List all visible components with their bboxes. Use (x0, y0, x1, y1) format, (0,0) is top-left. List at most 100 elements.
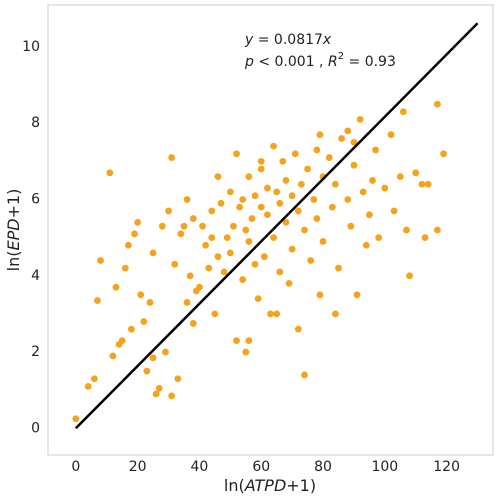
point (335, 264, 342, 272)
label-part: EPD (4, 218, 23, 250)
point (390, 207, 398, 215)
point (245, 173, 253, 181)
y-tick-label: 8 (31, 115, 40, 131)
point (233, 150, 240, 158)
x-tick-label: 20 (129, 459, 147, 475)
point (279, 157, 287, 165)
point (350, 138, 358, 146)
point (137, 291, 145, 299)
point (353, 291, 361, 299)
point (230, 222, 237, 230)
point (331, 180, 339, 188)
point (202, 241, 210, 249)
point (273, 188, 281, 196)
point (90, 375, 98, 383)
point (319, 238, 327, 245)
point (331, 310, 339, 318)
point (282, 177, 290, 184)
point (375, 234, 383, 242)
point (220, 268, 228, 276)
point (189, 320, 197, 327)
point (189, 215, 197, 222)
point (406, 272, 413, 280)
point (239, 276, 247, 283)
point (372, 146, 379, 154)
point (131, 230, 138, 238)
point (149, 354, 157, 362)
point (165, 207, 172, 215)
point (208, 207, 216, 215)
point (316, 291, 324, 299)
point (347, 222, 355, 230)
point (310, 196, 318, 203)
point (239, 196, 247, 203)
point (84, 382, 92, 390)
point (245, 238, 253, 245)
point (214, 173, 222, 181)
point (396, 173, 404, 181)
point (304, 165, 311, 173)
point (276, 199, 284, 207)
point (214, 253, 222, 261)
point (251, 260, 259, 268)
point (350, 161, 358, 169)
point (186, 272, 194, 280)
point (134, 218, 142, 226)
annotation-part: R (328, 54, 338, 70)
annotation-part: 2 (338, 51, 344, 62)
point (109, 352, 117, 360)
point (273, 310, 281, 318)
point (267, 310, 274, 318)
point (254, 295, 262, 303)
point (211, 310, 219, 318)
y-tick-label: 0 (31, 420, 40, 436)
point (362, 241, 370, 249)
point (199, 222, 206, 230)
point (260, 253, 268, 261)
point (257, 165, 265, 173)
point (217, 199, 225, 207)
point (316, 131, 324, 139)
point (418, 180, 426, 188)
point (155, 384, 163, 392)
y-tick-label: 10 (22, 39, 40, 55)
point (313, 215, 321, 222)
annotation-part: = 0.0817 (253, 32, 323, 48)
annotation-part: = 0.93 (344, 54, 396, 70)
point (149, 249, 157, 257)
point (118, 337, 126, 344)
point (381, 184, 389, 192)
point (146, 299, 154, 306)
point (338, 135, 345, 142)
annotation: y = 0.0817x (244, 32, 332, 48)
point (257, 157, 265, 165)
point (180, 222, 188, 230)
point (307, 257, 315, 264)
point (124, 241, 132, 249)
point (168, 154, 176, 161)
point (365, 211, 373, 219)
point (171, 260, 179, 268)
y-axis-label: ln(EPD+1) (4, 189, 23, 272)
point (183, 196, 191, 203)
point (301, 371, 308, 379)
point (208, 234, 216, 242)
point (168, 392, 176, 400)
point (205, 264, 213, 272)
point (288, 245, 296, 253)
label-part: ln( (4, 251, 23, 272)
point (294, 325, 302, 333)
point (399, 108, 407, 116)
point (112, 283, 120, 291)
y-tick-label: 4 (31, 268, 40, 284)
point (421, 234, 429, 242)
point (264, 211, 271, 219)
point (242, 348, 250, 356)
point (301, 226, 308, 234)
x-tick-label: 120 (433, 459, 460, 475)
point (251, 192, 259, 200)
point (248, 215, 256, 222)
label-part: ln( (224, 476, 245, 495)
x-tick-label: 60 (252, 459, 270, 475)
